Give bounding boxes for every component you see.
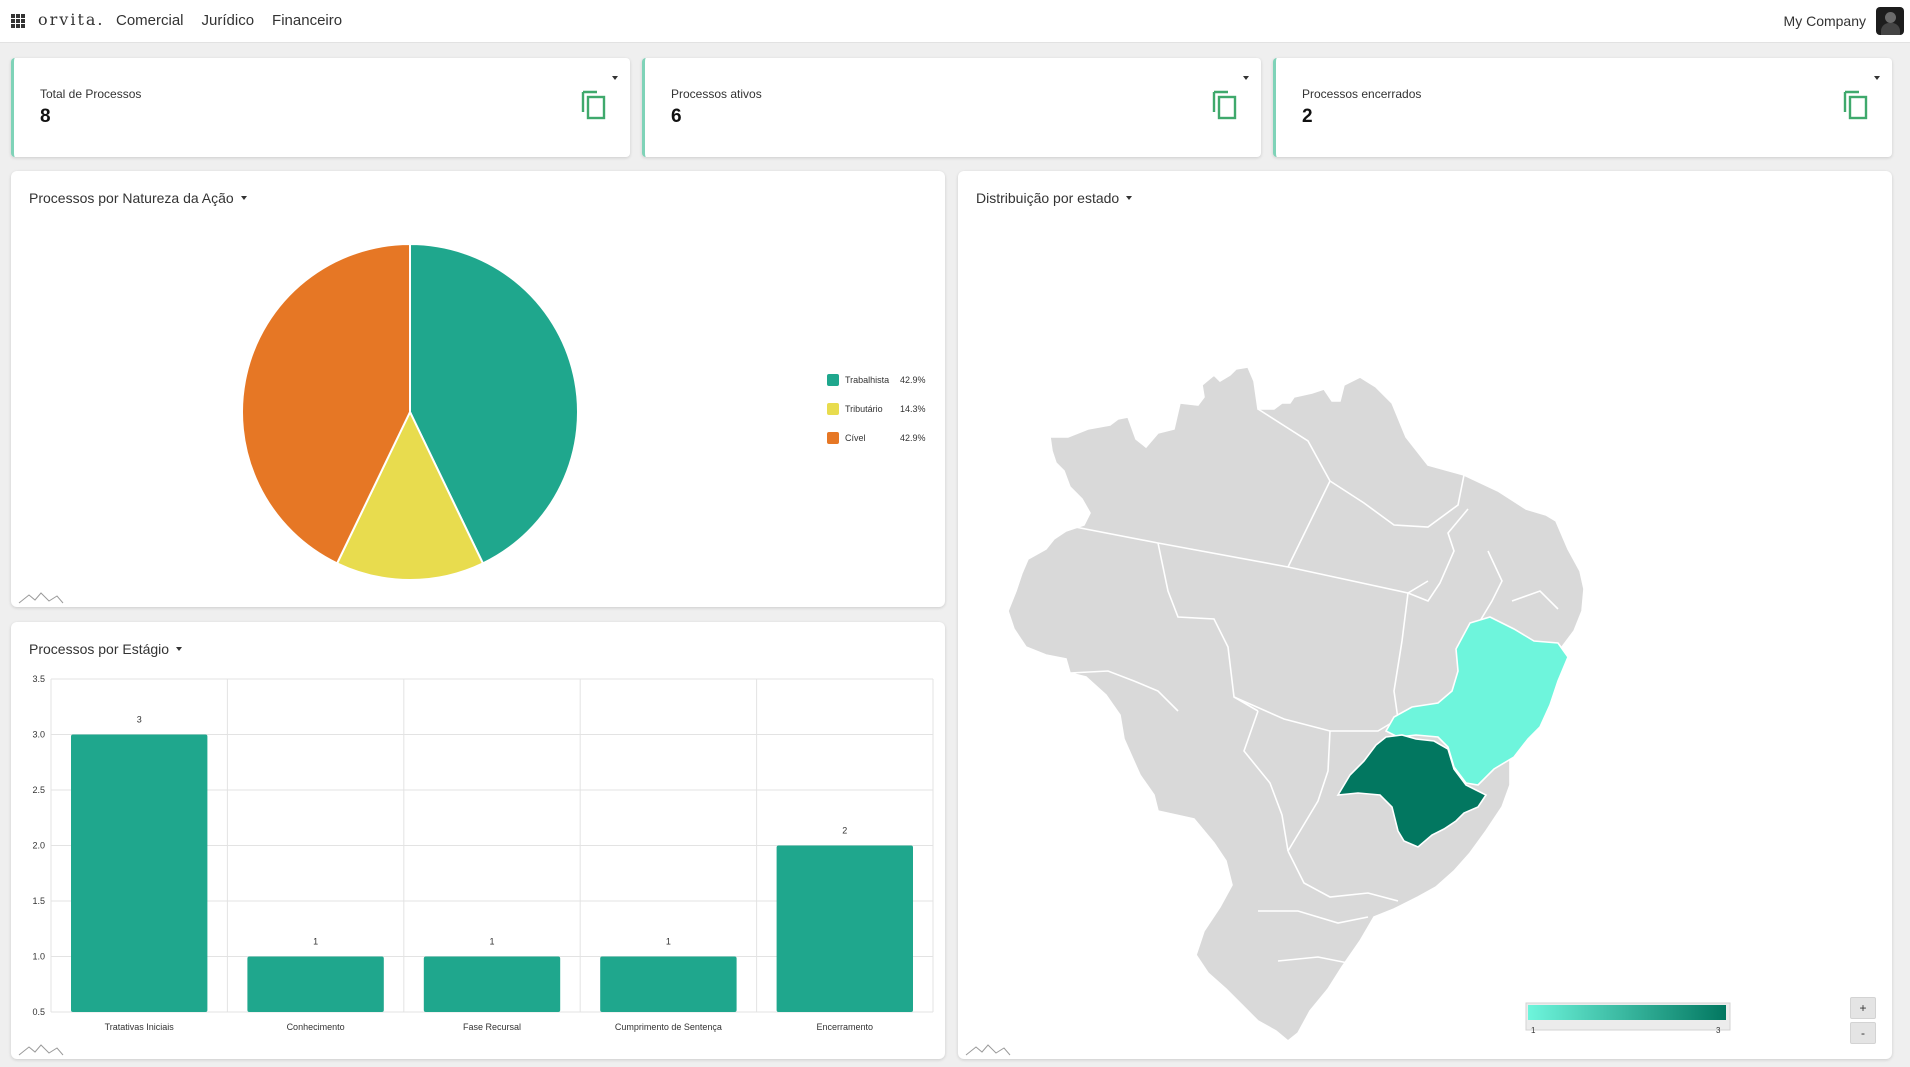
y-tick-label: 3.5 (32, 674, 45, 684)
pie-card-title: Processos por Natureza da Ação (29, 190, 234, 206)
state-minas-gerais (1384, 616, 1569, 786)
legend-value: 42.9% (900, 375, 926, 385)
legend-item[interactable]: Trabalhista 42.9% (827, 374, 926, 386)
avatar[interactable] (1876, 7, 1904, 35)
kpi-menu-caret-icon[interactable] (612, 76, 618, 80)
copy-icon (581, 90, 606, 120)
brazil-map (1007, 366, 1731, 1043)
kpi-label: Processos encerrados (1302, 87, 1422, 101)
bar[interactable] (247, 956, 384, 1013)
legend-label: Trabalhista (845, 375, 890, 385)
kpi-processos-ativos[interactable]: Processos ativos 6 (642, 58, 1261, 157)
apps-grid-icon[interactable] (11, 14, 25, 28)
copy-icon (1212, 90, 1237, 120)
pie-slice-2[interactable] (335, 409, 485, 581)
kpi-processos-encerrados[interactable]: Processos encerrados 2 (1273, 58, 1892, 157)
legend-item[interactable]: Cível 42.9% (827, 432, 926, 444)
legend-value: 42.9% (900, 433, 926, 443)
map-card-title: Distribuição por estado (976, 190, 1120, 206)
main-nav: Comercial Jurídico Financeiro (116, 12, 342, 29)
legend-label: Tributário (845, 404, 883, 414)
kpi-menu-caret-icon[interactable] (1874, 76, 1880, 80)
bar-chart: 0.5 1.0 1.5 2.0 2.5 3.0 3.5 3 Tratativas Iniciai… (32, 674, 934, 1032)
legend-label: Cível (845, 433, 866, 443)
kpi-value: 8 (40, 106, 51, 127)
nav-item-comercial[interactable]: Comercial (116, 12, 184, 29)
y-tick-label: 2.0 (32, 841, 45, 851)
y-tick-label: 1.0 (32, 952, 45, 962)
x-category-label: Cumprimento de Sentença (615, 1022, 722, 1032)
bar-card-title: Processos por Estágio (29, 641, 170, 657)
watermark-icon (18, 592, 64, 604)
x-category-label: Fase Recursal (463, 1022, 521, 1032)
card-title[interactable]: Distribuição por estado (976, 190, 1133, 206)
card-title[interactable]: Processos por Natureza da Ação (29, 190, 247, 206)
nav-item-juridico[interactable]: Jurídico (201, 12, 255, 29)
kpi-label: Total de Processos (40, 87, 142, 101)
bar-chart-card: Processos por Estágio 0.5 1.0 1.5 2.0 2.5 3.0… (11, 622, 945, 1059)
pie-chart-card: Processos por Natureza da Ação Trabalhis… (11, 171, 945, 607)
country-shape (1007, 366, 1585, 1043)
zoom-in-button[interactable]: + (1850, 997, 1876, 1019)
x-category-label: Conhecimento (287, 1022, 345, 1032)
bar[interactable] (71, 734, 208, 1013)
card-title[interactable]: Processos por Estágio (29, 641, 183, 657)
dropdown-caret-icon[interactable] (176, 647, 183, 651)
bar-value-label: 3 (137, 715, 142, 725)
y-tick-label: 1.5 (32, 896, 45, 906)
x-category-label: Encerramento (817, 1022, 874, 1032)
legend-gradient-bar (1528, 1005, 1726, 1020)
legend-item[interactable]: Tributário 14.3% (827, 403, 926, 415)
zoom-out-button[interactable]: - (1850, 1022, 1876, 1044)
legend-value: 14.3% (900, 404, 926, 414)
x-category-label: Tratativas Iniciais (105, 1022, 175, 1032)
kpi-value: 6 (671, 106, 682, 127)
bar[interactable] (600, 956, 737, 1013)
kpi-value: 2 (1302, 106, 1313, 127)
bar-value-label: 2 (842, 826, 847, 836)
company-switcher[interactable]: My Company (1783, 13, 1866, 29)
legend-min: 1 (1531, 1026, 1536, 1035)
bar-value-label: 1 (489, 937, 494, 947)
bar[interactable] (776, 845, 913, 1013)
map-card: Distribuição por estado (958, 171, 1892, 1059)
kpi-total-processos[interactable]: Total de Processos 8 (11, 58, 630, 157)
nav-item-financeiro[interactable]: Financeiro (272, 12, 343, 29)
copy-icon (1843, 90, 1868, 120)
dropdown-caret-icon[interactable] (1126, 196, 1133, 200)
state-sao-paulo (1336, 734, 1488, 848)
bar-value-label: 1 (666, 937, 671, 947)
pie-slice-1[interactable] (409, 242, 579, 565)
logo: orvita. (38, 10, 105, 29)
pie-slice-3[interactable] (241, 242, 411, 565)
y-tick-label: 3.0 (32, 730, 45, 740)
watermark-icon (965, 1044, 1011, 1056)
top-bar: orvita. Comercial Jurídico Financeiro My… (0, 0, 1910, 43)
legend-max: 3 (1716, 1026, 1721, 1035)
y-tick-label: 2.5 (32, 785, 45, 795)
kpi-menu-caret-icon[interactable] (1243, 76, 1249, 80)
y-tick-label: 0.5 (32, 1007, 45, 1017)
legend-swatch (827, 403, 839, 415)
pie-chart (241, 242, 579, 581)
watermark-icon (18, 1044, 64, 1056)
dropdown-caret-icon[interactable] (240, 196, 247, 200)
legend-swatch (827, 374, 839, 386)
bar-value-label: 1 (313, 937, 318, 947)
kpi-label: Processos ativos (671, 87, 762, 101)
legend-swatch (827, 432, 839, 444)
bar[interactable] (423, 956, 561, 1013)
